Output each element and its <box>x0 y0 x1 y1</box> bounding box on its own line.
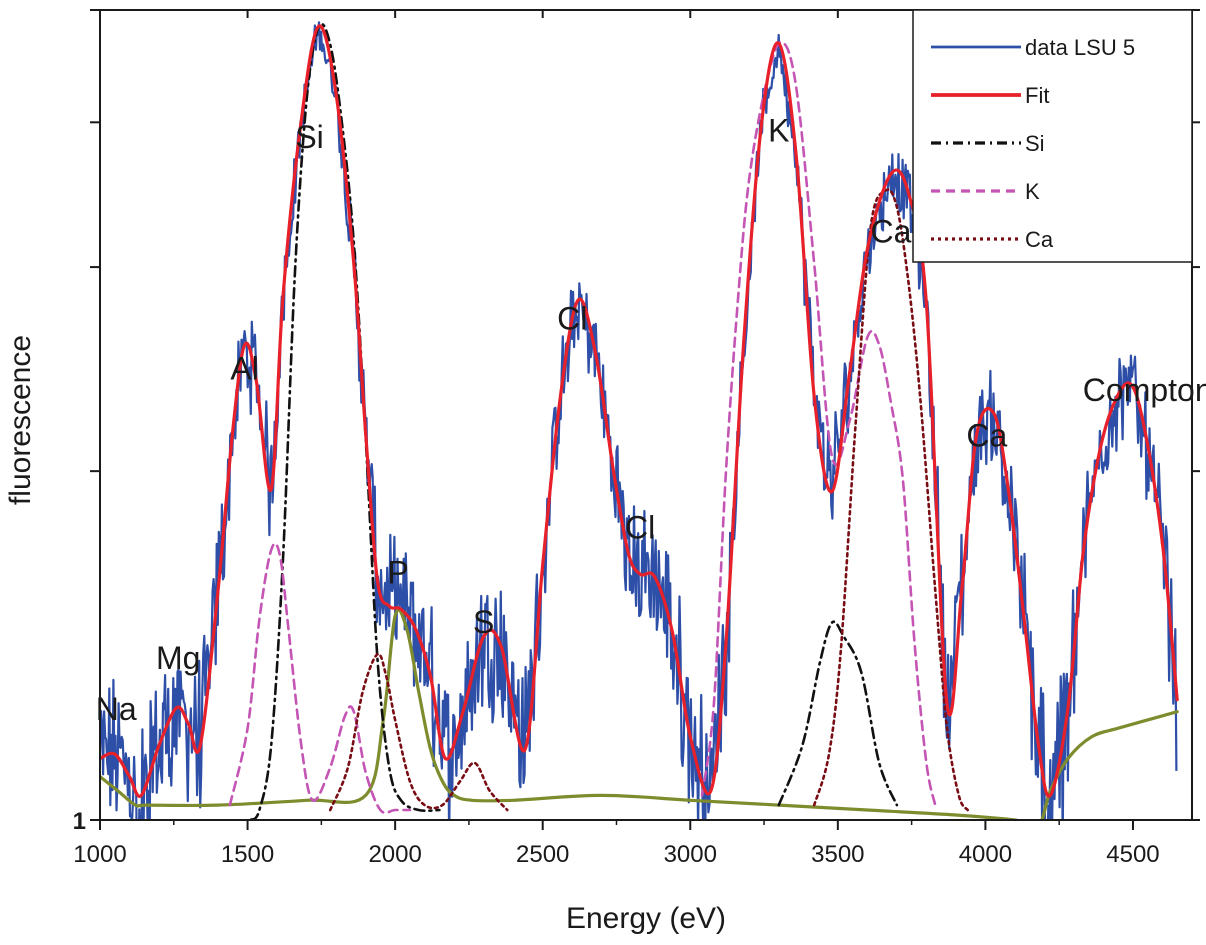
x-tick-label-2000: 2000 <box>368 841 421 868</box>
peak-label-si-3: Si <box>295 119 323 155</box>
y-tick-label-1: 1 <box>73 808 86 835</box>
series-line-background <box>100 608 1179 820</box>
peak-label-al-2: Al <box>230 350 258 386</box>
series-line-si-1 <box>249 22 441 820</box>
legend: data LSU 5 Fit Si K Ca <box>912 9 1193 263</box>
series-line-fit <box>100 24 1179 798</box>
peak-label-ca-10: Ca <box>966 418 1007 454</box>
legend-label-ca: Ca <box>1025 227 1054 252</box>
series-line-ca-1 <box>328 652 509 812</box>
x-tick-label-4500: 4500 <box>1106 841 1159 868</box>
x-tick-label-3500: 3500 <box>811 841 864 868</box>
peak-label-mg-1: Mg <box>156 640 200 676</box>
peak-label-na-0: Na <box>96 691 137 727</box>
series-line-ca-2 <box>812 188 969 812</box>
peak-label-cl-6: Cl <box>557 301 587 337</box>
series-line-si-2 <box>777 620 899 807</box>
peak-label-s-5: S <box>473 604 494 640</box>
legend-label-data: data LSU 5 <box>1025 35 1135 60</box>
plot-frame <box>99 9 1193 821</box>
peak-label-p-4: P <box>387 554 408 590</box>
x-tick-label-1000: 1000 <box>73 841 126 868</box>
legend-box <box>912 9 1193 263</box>
axis-layer: 1000 1500 2000 2500 3000 3500 4000 4500 1 <box>73 9 1200 868</box>
series-line-k-1 <box>228 542 412 815</box>
y-axis-title: fluorescence <box>4 335 37 505</box>
x-tick-label-1500: 1500 <box>221 841 274 868</box>
peak-label-k-8: K <box>768 113 789 149</box>
x-axis-title: Energy (eV) <box>566 902 726 935</box>
peak-label-ca-9: Ca <box>871 214 912 250</box>
legend-label-si: Si <box>1025 131 1045 156</box>
x-tick-label-3000: 3000 <box>664 841 717 868</box>
x-tick-label-2500: 2500 <box>516 841 569 868</box>
x-tick-label-4000: 4000 <box>959 841 1012 868</box>
legend-label-k: K <box>1025 179 1040 204</box>
annotation-layer: Na Mg Al Si P S Cl Cl K Ca Ca Compton <box>96 113 1206 727</box>
legend-label-fit: Fit <box>1025 83 1049 108</box>
peak-label-compton-11: Compton <box>1083 372 1206 408</box>
peak-label-cl-7: Cl <box>625 509 655 545</box>
series-layer <box>100 21 1179 820</box>
series-line-k-2 <box>700 40 937 807</box>
